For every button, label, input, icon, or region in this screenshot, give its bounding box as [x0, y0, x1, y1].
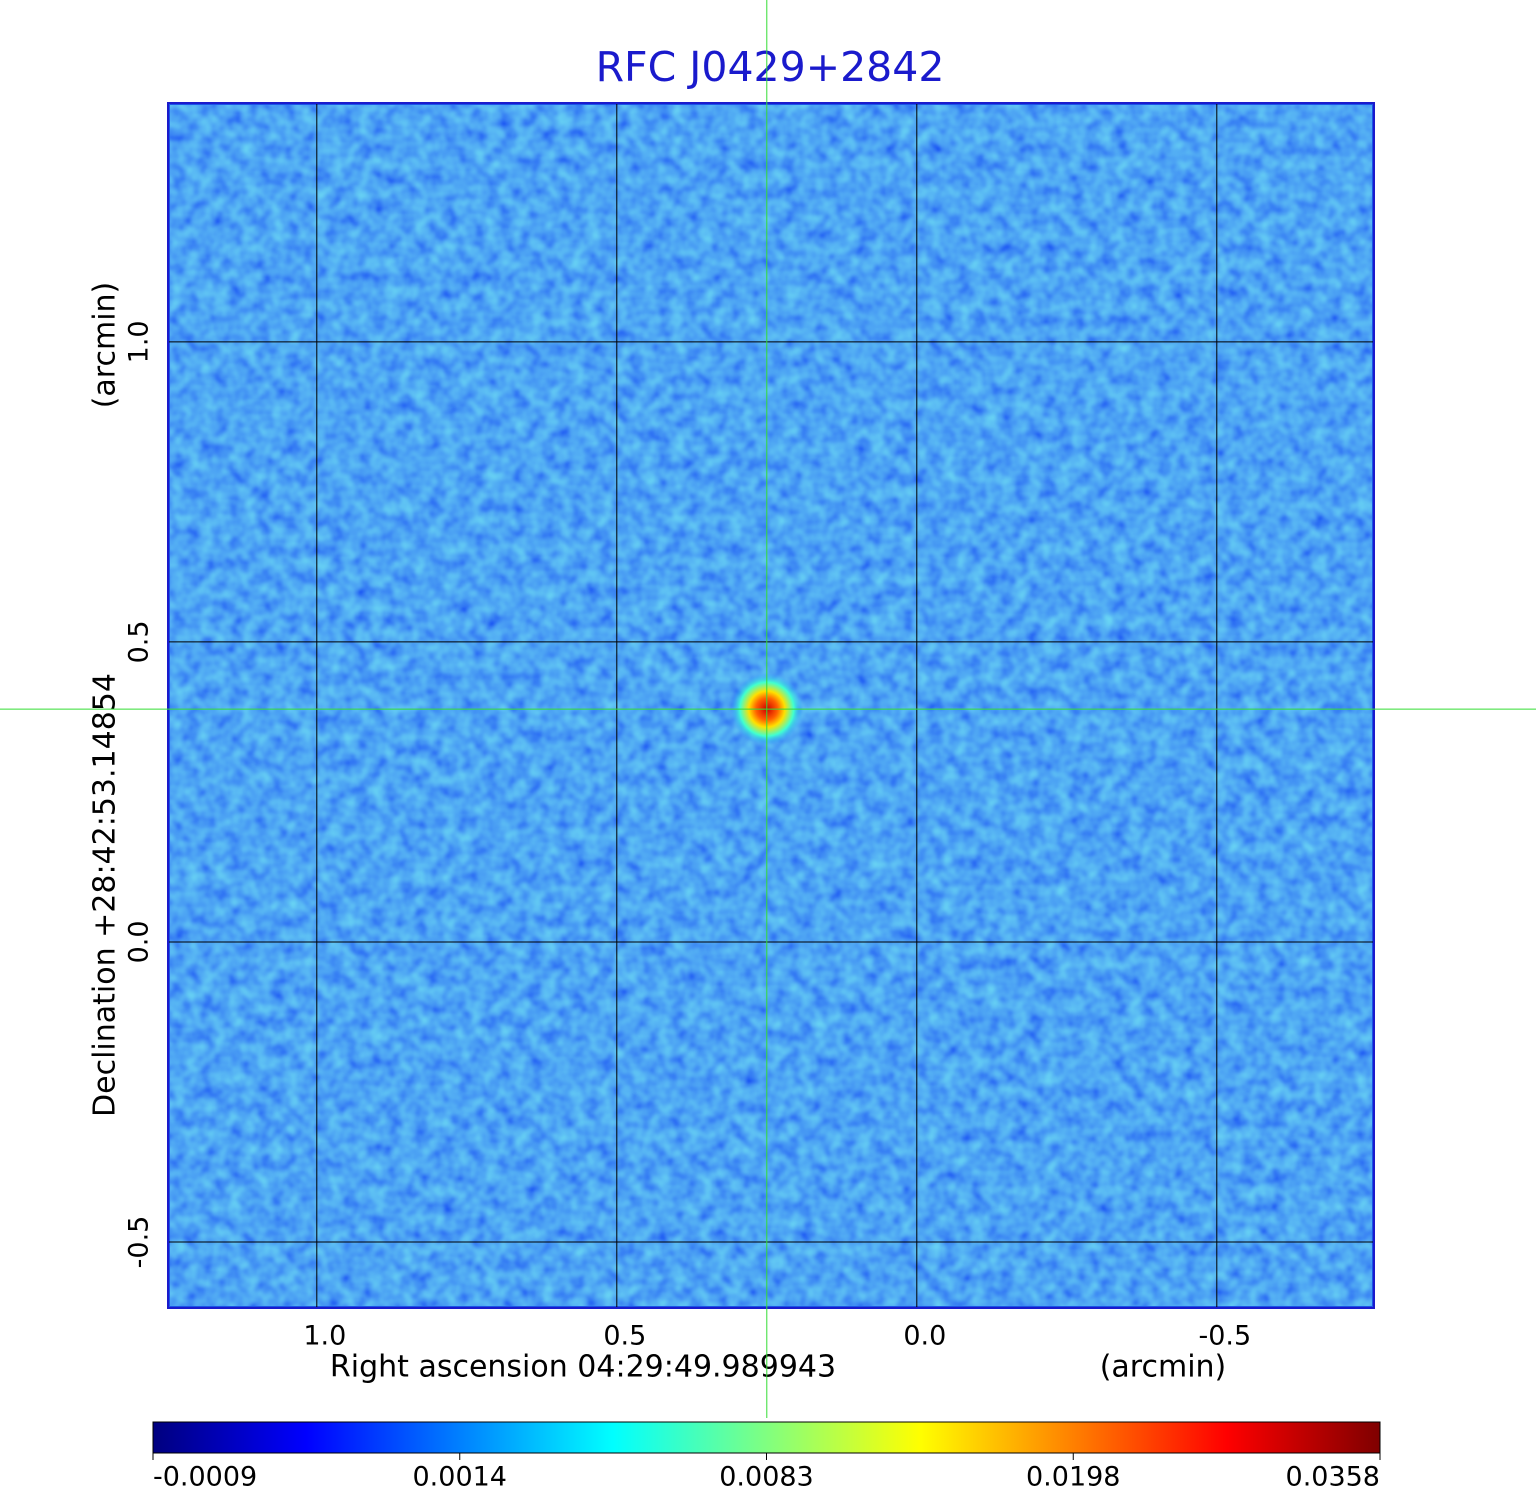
x-tick-label: -0.5 — [1198, 1321, 1251, 1352]
y-tick-label: -0.5 — [124, 1216, 155, 1269]
colorbar-tick-label: 0.0358 — [1286, 1462, 1380, 1493]
colorbar-tick-label: 0.0198 — [1026, 1462, 1120, 1493]
x-tick-label: 0.5 — [603, 1321, 646, 1352]
colorbar — [152, 1421, 1381, 1454]
y-axis-label: Declination +28:42:53.14854 — [88, 673, 123, 1117]
x-tick-label: 1.0 — [303, 1321, 346, 1352]
y-tick-label: 1.0 — [124, 320, 155, 363]
chart-title: RFC J0429+2842 — [596, 43, 945, 91]
y-axis-unit: (arcmin) — [88, 282, 123, 409]
x-axis-label: Right ascension 04:29:49.989943 — [330, 1350, 836, 1385]
colorbar-tick-label: 0.0014 — [413, 1462, 507, 1493]
y-tick-label: 0.0 — [124, 920, 155, 963]
y-tick-label: 0.5 — [124, 620, 155, 663]
colorbar-tick-label: -0.0009 — [153, 1462, 257, 1493]
colorbar-tick-label: 0.0083 — [719, 1462, 813, 1493]
x-tick-label: 0.0 — [903, 1321, 946, 1352]
x-axis-unit: (arcmin) — [1100, 1350, 1227, 1385]
frame — [167, 102, 1375, 1309]
